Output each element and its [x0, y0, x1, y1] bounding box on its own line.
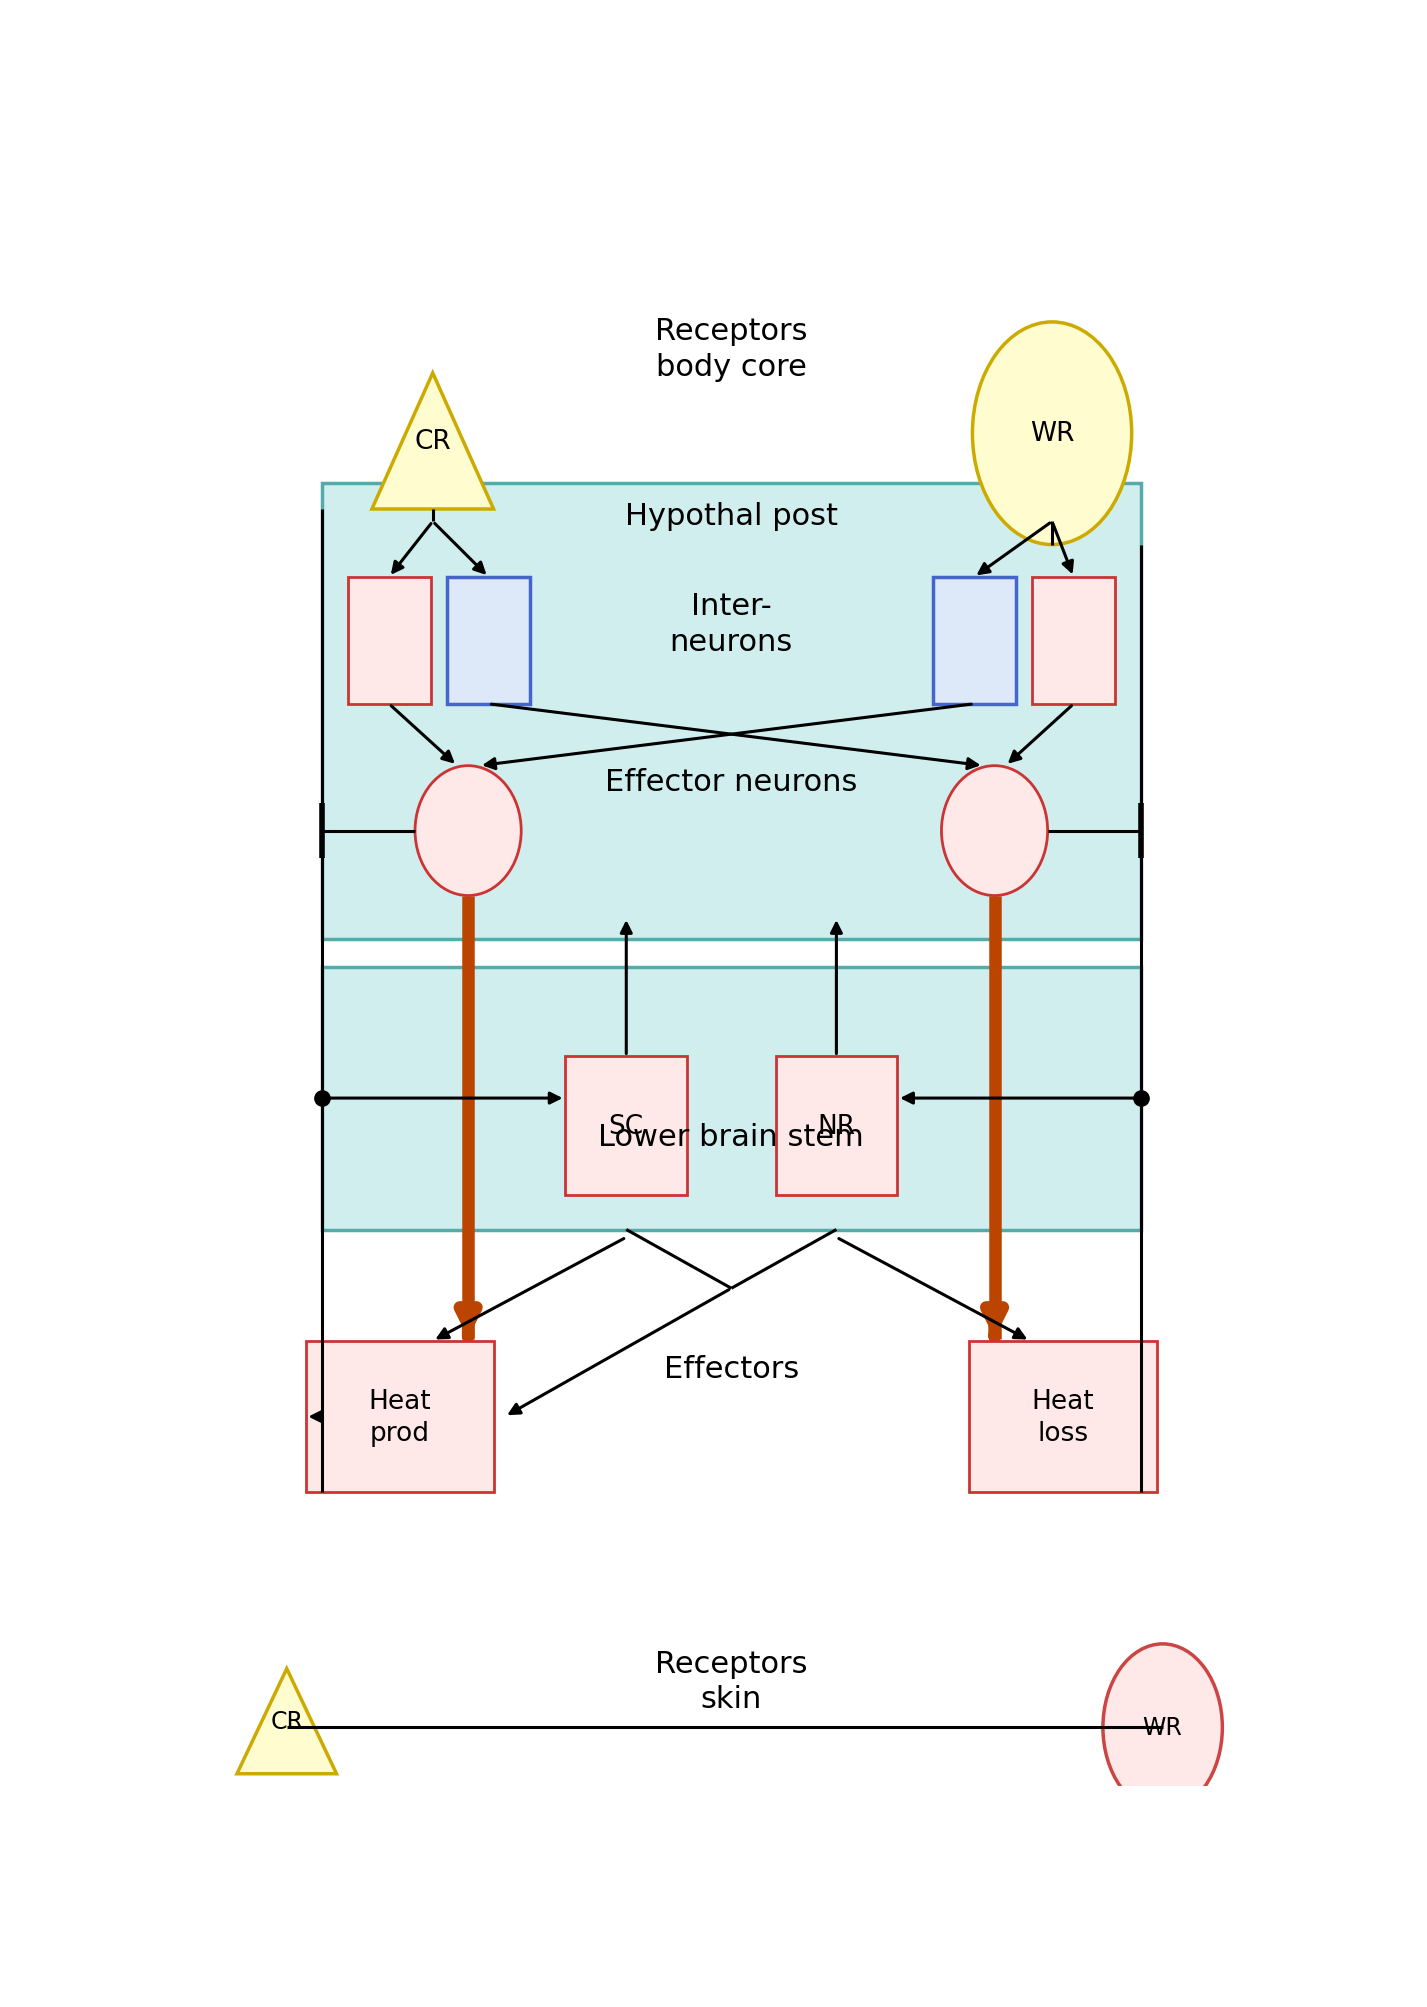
Text: Effectors: Effectors — [664, 1355, 799, 1383]
Ellipse shape — [415, 767, 521, 895]
Bar — [305, 1341, 494, 1493]
Text: Inter-
neurons: Inter- neurons — [669, 592, 793, 656]
Bar — [776, 1058, 898, 1196]
Ellipse shape — [972, 323, 1132, 546]
Bar — [323, 967, 1140, 1230]
Polygon shape — [372, 373, 494, 510]
Polygon shape — [237, 1668, 337, 1774]
Bar — [1032, 578, 1114, 704]
Ellipse shape — [1103, 1644, 1223, 1810]
Text: Receptors
skin: Receptors skin — [655, 1648, 808, 1714]
Bar — [447, 578, 529, 704]
Text: SC: SC — [609, 1114, 644, 1140]
Bar — [565, 1058, 688, 1196]
Bar — [933, 578, 1016, 704]
Text: Effector neurons: Effector neurons — [605, 767, 858, 797]
Text: WR: WR — [1143, 1716, 1183, 1740]
Text: Receptors
body core: Receptors body core — [655, 317, 808, 381]
Text: NR: NR — [818, 1114, 855, 1140]
Ellipse shape — [942, 767, 1047, 895]
Text: Lower brain stem: Lower brain stem — [598, 1122, 865, 1152]
Text: Hypothal post: Hypothal post — [625, 502, 838, 530]
Text: CR: CR — [270, 1710, 304, 1734]
Text: Heat
prod: Heat prod — [368, 1389, 431, 1445]
Bar — [323, 484, 1140, 939]
Bar — [348, 578, 431, 704]
Text: Heat
loss: Heat loss — [1032, 1389, 1095, 1445]
Text: CR: CR — [414, 429, 451, 456]
Text: WR: WR — [1030, 421, 1075, 448]
Bar — [969, 1341, 1157, 1493]
